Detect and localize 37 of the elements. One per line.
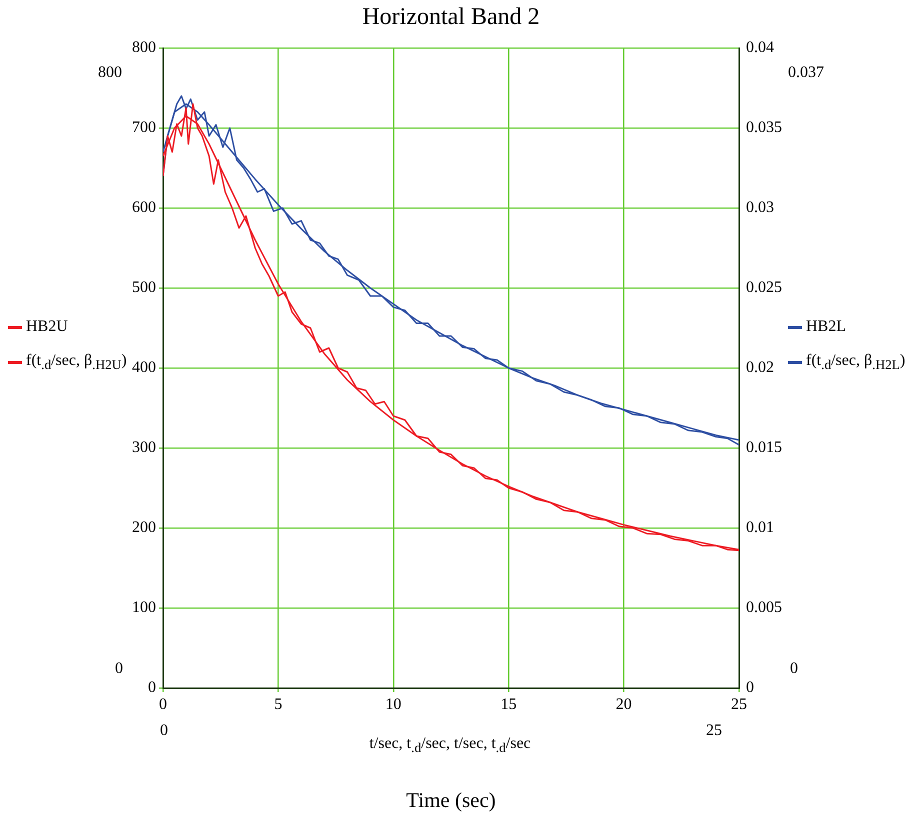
text: 800 (98, 64, 122, 82)
y-tick-label: 0 (148, 679, 156, 696)
y-tick-label: 700 (132, 119, 156, 136)
y-tick-label: 100 (132, 599, 156, 616)
x-axis-title: Time (sec) (405, 788, 497, 813)
x-tick-label: 15 (500, 696, 517, 713)
legend-label: f(t$_{.d}$/sec, β$_{.H2U}$) (26, 352, 127, 374)
y2-tick-label: 0.01 (746, 519, 774, 536)
chart-title: Horizontal Band 2 (361, 4, 541, 31)
y2-tick-label: 0.03 (746, 199, 774, 216)
y-tick-label: 300 (132, 439, 156, 456)
y-tick-label: 500 (132, 279, 156, 296)
y-tick-label: 400 (132, 359, 156, 376)
text: 0 (790, 660, 798, 678)
y2-tick-label: 0.02 (746, 359, 774, 376)
y2-tick-label: 0.015 (746, 439, 782, 456)
y2-tick-label: 0 (746, 679, 754, 696)
y2-tick-label: 0.035 (746, 119, 782, 136)
y-tick-label: 200 (132, 519, 156, 536)
legend-label: HB2U (26, 318, 68, 336)
x-tick-label: 25 (731, 696, 747, 713)
text: 0 (115, 660, 123, 678)
text: 0.037 (788, 64, 824, 82)
x-tick-label: 20 (616, 696, 632, 713)
y2-tick-label: 0.025 (746, 279, 782, 296)
x-tick-label: 10 (385, 696, 402, 713)
x-tick-label: 0 (159, 696, 167, 713)
legend-label: f(t$_{.d}$/sec, β$_{.H2L}$) (806, 352, 906, 374)
legend-label: HB2L (806, 318, 846, 336)
y-tick-label: 800 (132, 39, 156, 56)
y-tick-label: 600 (132, 199, 156, 216)
x-tick-label: 5 (274, 696, 282, 713)
text: t/sec, t$_{.d}$/sec, t/sec, t$_{.d}$/sec (368, 735, 532, 756)
y2-tick-label: 0.04 (746, 39, 774, 56)
text: 0 (160, 722, 168, 740)
y2-tick-label: 0.005 (746, 599, 782, 616)
text: 25 (706, 722, 722, 740)
